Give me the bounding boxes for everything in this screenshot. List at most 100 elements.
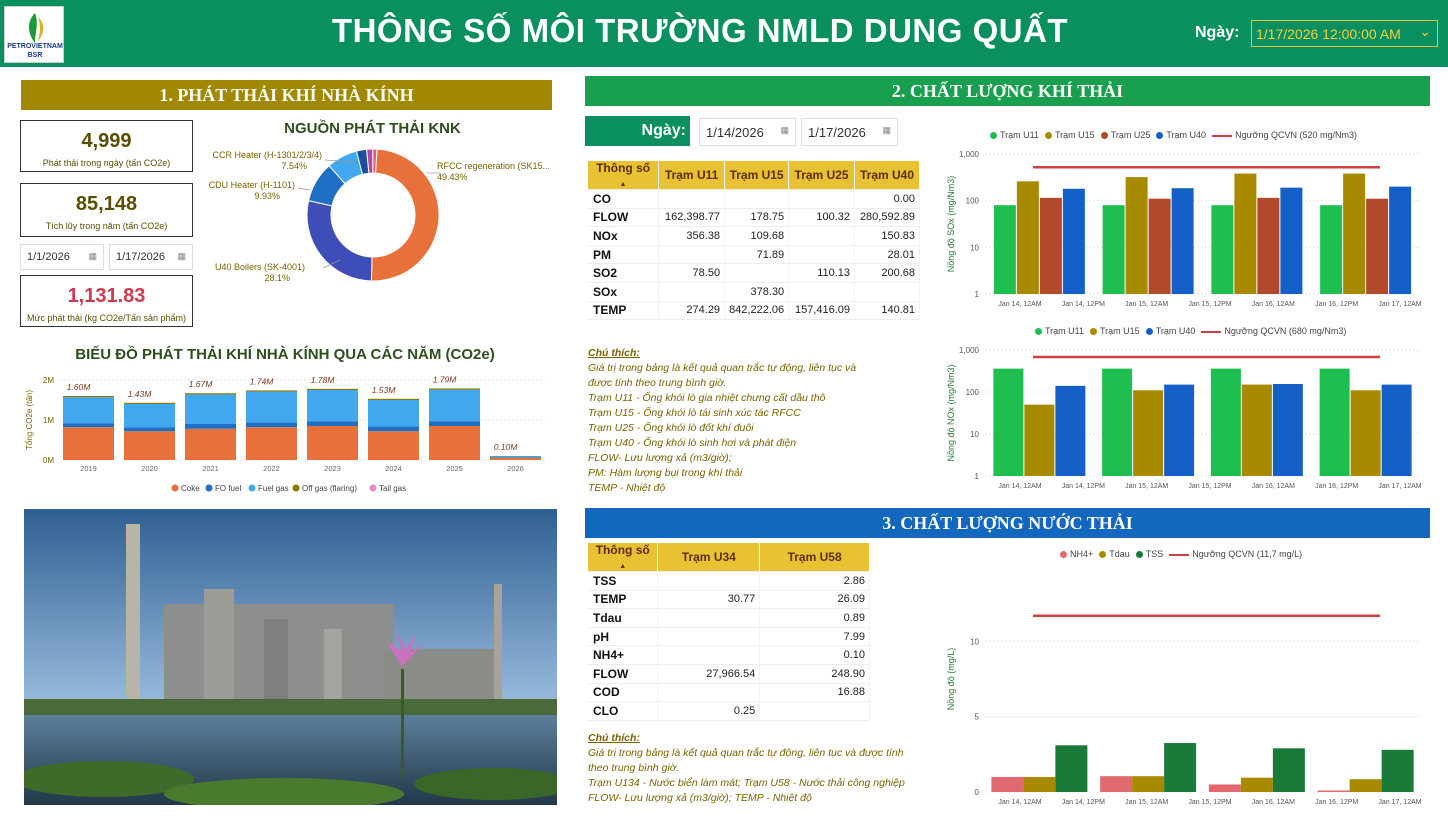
sox-legend: Trạm U11 Trạm U15 Trạm U25 Trạm U40 Ngưỡng Q… bbox=[990, 130, 1430, 140]
calendar-icon[interactable]: ▦ bbox=[780, 125, 789, 135]
start-date-input[interactable]: 1/1/2026 ▦ bbox=[20, 244, 104, 270]
bar bbox=[1350, 390, 1381, 476]
table-row[interactable]: NH4+ 0.10 bbox=[588, 645, 870, 665]
sort-icon[interactable]: ▲ bbox=[619, 181, 627, 188]
y-tick-label: 1,000 bbox=[959, 150, 980, 159]
kpi-intensity: 1,131.83 Mức phát thải (kg CO2e/Tấn sản … bbox=[20, 275, 193, 327]
bar bbox=[1240, 777, 1273, 792]
legend-item: Trạm U11 bbox=[1035, 326, 1084, 336]
x-tick-label: Jan 15, 12PM bbox=[1188, 301, 1231, 308]
value-cell: 30.77 bbox=[657, 590, 761, 610]
value-cell: 178.75 bbox=[724, 208, 790, 228]
y-tick-label: 100 bbox=[966, 197, 980, 206]
kpi-value: 1,131.83 bbox=[67, 285, 146, 307]
table-row[interactable]: PM 71.89 28.01 bbox=[588, 245, 920, 265]
refinery-photo bbox=[24, 509, 557, 805]
emission-start-date[interactable]: 1/14/2026 ▦ bbox=[699, 118, 796, 146]
column-header[interactable]: Trạm U15 bbox=[724, 161, 790, 190]
table-row[interactable]: Tdau 0.89 bbox=[588, 608, 870, 628]
emission-end-date[interactable]: 1/17/2026 ▦ bbox=[801, 118, 898, 146]
section2-date-label: Ngày: bbox=[585, 116, 690, 146]
x-tick-label: Jan 16, 12PM bbox=[1315, 301, 1358, 308]
calendar-icon[interactable]: ▦ bbox=[177, 251, 186, 261]
bar-total-label: 1.79M bbox=[433, 374, 458, 384]
emission-notes: Chú thích: Giá trị trong bảng là kết quả … bbox=[588, 346, 898, 496]
x-tick-label: 2020 bbox=[141, 464, 158, 473]
parameter-cell: PM bbox=[588, 245, 660, 265]
column-header[interactable]: Trạm U40 bbox=[854, 161, 920, 190]
wastewater-chart: 10 5 0 Nồng độ (mg/L) Jan 14, 12AM Jan 14, 12… bbox=[946, 614, 1422, 806]
value-cell: 274.29 bbox=[658, 301, 726, 321]
table-row[interactable]: FLOW 162,398.77 178.75 100.32 280,592.89 bbox=[588, 208, 920, 228]
bar-segment bbox=[429, 389, 480, 422]
x-tick-label: Jan 17, 12AM bbox=[1378, 483, 1421, 490]
column-header[interactable]: Thông số ▲ bbox=[588, 161, 660, 190]
x-tick-label: Jan 14, 12AM bbox=[998, 301, 1041, 308]
column-header[interactable]: Trạm U58 bbox=[759, 543, 870, 572]
calendar-icon[interactable]: ▦ bbox=[88, 251, 97, 261]
bar bbox=[1024, 404, 1055, 476]
bar bbox=[1272, 748, 1305, 792]
table-row[interactable]: COD 16.88 bbox=[588, 683, 870, 703]
bar bbox=[1272, 384, 1303, 476]
table-row[interactable]: CO 0.00 bbox=[588, 189, 920, 209]
value-cell: 378.30 bbox=[724, 282, 790, 302]
table-row[interactable]: TEMP 274.29 842,222.06 157,416.09 140.81 bbox=[588, 301, 920, 321]
y-tick-label: 100 bbox=[966, 388, 980, 397]
x-tick-label: Jan 17, 12AM bbox=[1378, 799, 1421, 806]
x-tick-label: Jan 14, 12AM bbox=[998, 483, 1041, 490]
x-tick-label: 2019 bbox=[80, 464, 97, 473]
date-dropdown[interactable]: 1/17/2026 12:00:00 AM ⌄ bbox=[1251, 20, 1438, 47]
date-label: Ngày: bbox=[1195, 24, 1240, 41]
x-tick-label: 2022 bbox=[263, 464, 280, 473]
legend-label: NH4+ bbox=[1070, 549, 1094, 559]
calendar-icon[interactable]: ▦ bbox=[882, 125, 891, 135]
table-row[interactable]: SOx 378.30 bbox=[588, 282, 920, 302]
column-header[interactable]: Trạm U11 bbox=[658, 161, 726, 190]
x-tick-label: Jan 15, 12AM bbox=[1125, 799, 1168, 806]
donut-slice bbox=[372, 148, 378, 174]
column-header[interactable]: Thông số ▲ bbox=[588, 543, 659, 572]
table-row[interactable]: TEMP 30.77 26.09 bbox=[588, 590, 870, 610]
table-row[interactable]: TSS 2.86 bbox=[588, 571, 870, 591]
note-line: Trạm U11 - Ống khói lò gia nhiệt chưng c… bbox=[588, 392, 826, 404]
sort-icon[interactable]: ▲ bbox=[619, 563, 627, 570]
value-cell: 200.68 bbox=[854, 263, 920, 283]
donut-slice bbox=[370, 148, 440, 282]
table-row[interactable]: FLOW 27,966.54 248.90 bbox=[588, 664, 870, 684]
donut-leader bbox=[324, 159, 356, 163]
bar-chart-title: BIỂU ĐỒ PHÁT THẢI KHÍ NHÀ KÍNH QUA CÁC N… bbox=[75, 346, 495, 363]
bar-segment bbox=[246, 427, 297, 460]
donut-leader bbox=[322, 259, 341, 269]
legend-item: Ngưỡng QCVN (520 mg/Nm3) bbox=[1212, 130, 1357, 140]
bar-segment bbox=[307, 388, 358, 390]
end-date-input[interactable]: 1/17/2026 ▦ bbox=[109, 244, 193, 270]
column-header[interactable]: Trạm U25 bbox=[788, 161, 856, 190]
table-row[interactable]: NOx 356.38 109.68 150.83 bbox=[588, 226, 920, 246]
bar-total-label: 1.78M bbox=[311, 375, 336, 385]
sox-chart: 1,000 100 10 1 Nồng độ SOx (mg/Nm3) Jan 14, 1… bbox=[946, 150, 1422, 308]
table-row[interactable]: CLO 0.25 bbox=[588, 701, 870, 721]
legend-label: Ngưỡng QCVN (520 mg/Nm3) bbox=[1235, 130, 1358, 140]
bar-segment bbox=[368, 426, 419, 432]
value-cell bbox=[788, 245, 856, 265]
column-header[interactable]: Trạm U34 bbox=[657, 543, 761, 572]
value-cell: 248.90 bbox=[759, 664, 870, 684]
donut-label: U40 Boilers (SK-4001) bbox=[215, 262, 305, 272]
note-line: Trạm U15 - Ống khói lò tái sinh xúc tác … bbox=[588, 407, 801, 419]
logo-subtext: BSR bbox=[27, 52, 43, 59]
donut-percent: 28.1% bbox=[264, 273, 290, 283]
table-row[interactable]: SO2 78.50 110.13 200.68 bbox=[588, 263, 920, 283]
legend-label: Trạm U15 bbox=[1055, 130, 1095, 140]
value-cell bbox=[788, 282, 856, 302]
x-tick-label: Jan 16, 12AM bbox=[1252, 799, 1295, 806]
bar bbox=[1062, 188, 1085, 294]
legend-item: NH4+ bbox=[1060, 549, 1093, 559]
leaf-icon bbox=[29, 13, 44, 43]
table-row[interactable]: pH 7.99 bbox=[588, 627, 870, 647]
kpi-label: Phát thải trong ngày (tấn CO2e) bbox=[42, 158, 171, 168]
bar-segment bbox=[63, 427, 114, 460]
note-line: theo trung bình giờ. bbox=[588, 762, 679, 774]
wastewater-legend: NH4+ Tdau TSS Ngưỡng QCVN (11,7 mg/L) bbox=[1060, 549, 1420, 559]
value-cell bbox=[657, 571, 761, 591]
